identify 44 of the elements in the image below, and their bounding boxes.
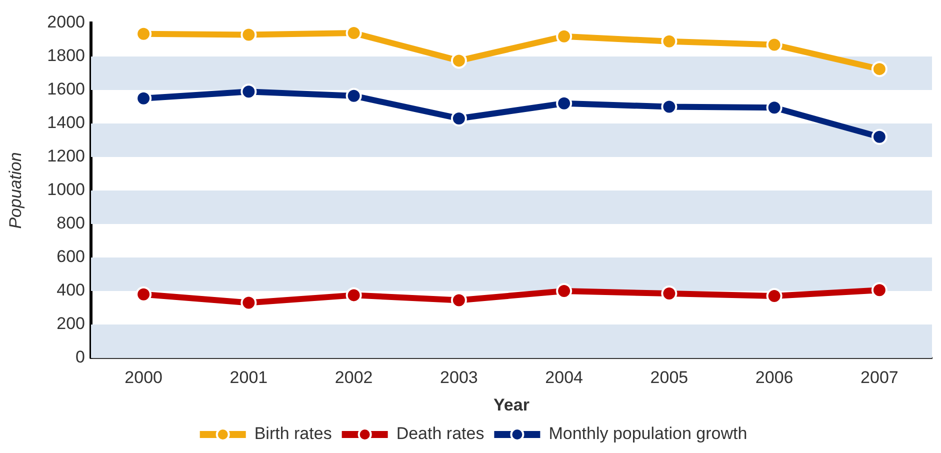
point	[871, 128, 888, 145]
x-axis-title: Year	[494, 395, 530, 414]
y-tick-label: 1400	[47, 113, 85, 132]
point	[556, 283, 572, 299]
point	[450, 292, 467, 308]
point	[766, 36, 782, 53]
y-tick-label: 400	[56, 280, 85, 300]
y-tick-label: 1800	[47, 46, 85, 66]
y-tick-label: 0	[76, 348, 85, 367]
point	[240, 26, 257, 43]
x-tick-label: 2000	[124, 368, 162, 387]
y-axis-title: Popuation	[6, 152, 25, 229]
point	[871, 282, 888, 298]
point	[871, 61, 888, 78]
x-tick-label: 2005	[650, 368, 688, 387]
y-tick-label: 600	[56, 247, 85, 266]
point	[136, 286, 152, 302]
y-tick-label: 1000	[47, 180, 85, 200]
y-tick-label: 1200	[47, 146, 85, 166]
point	[346, 287, 362, 304]
point	[661, 98, 678, 115]
y-tick-label: 2000	[47, 12, 85, 32]
point	[240, 84, 257, 100]
point	[136, 26, 152, 42]
point	[136, 90, 152, 106]
x-tick-label: 2007	[860, 368, 898, 387]
point	[556, 28, 572, 44]
point	[766, 100, 782, 116]
point	[450, 52, 467, 69]
y-tick-label: 200	[56, 314, 85, 334]
x-tick-label: 2002	[334, 368, 373, 387]
point	[661, 33, 678, 50]
y-tick-label: 1600	[47, 80, 85, 99]
point	[240, 294, 257, 311]
point	[346, 88, 362, 104]
legend-label: Monthly population growth	[548, 424, 748, 444]
x-tick-label: 2006	[755, 368, 794, 387]
legend-label: Birth rates	[254, 424, 332, 444]
point	[556, 95, 572, 112]
x-tick-label: 2004	[545, 368, 583, 387]
x-tick-label: 2003	[440, 368, 478, 387]
x-tick-label: 2001	[230, 368, 268, 387]
legend-label: Death rates	[396, 424, 484, 444]
y-tick-label: 800	[56, 214, 85, 233]
